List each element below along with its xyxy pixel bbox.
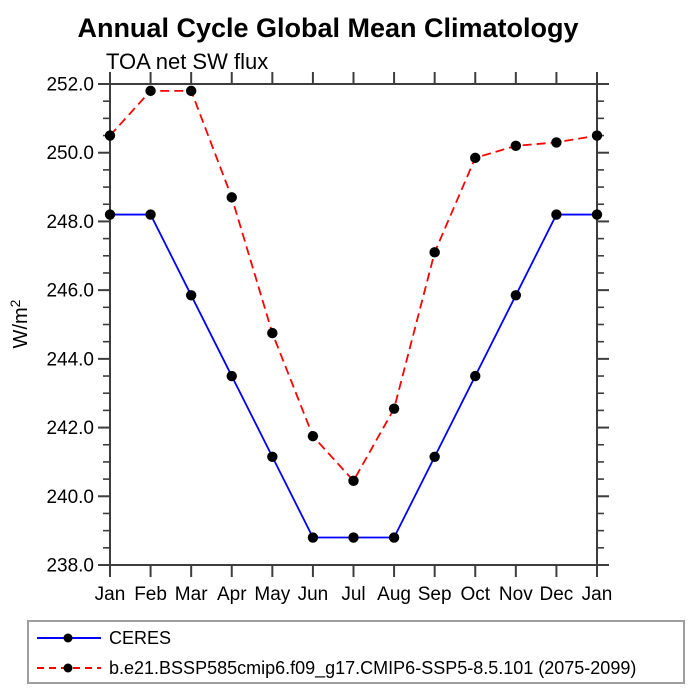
x-axis-tick-label: Jan [95, 584, 126, 605]
x-axis-tick-label: Sep [418, 584, 452, 605]
model-data-point [348, 475, 359, 487]
model-data-point [267, 327, 278, 339]
ceres-data-point [388, 532, 400, 543]
y-axis-tick-label: 250.0 [46, 143, 94, 164]
model-data-point [551, 137, 562, 148]
x-axis-tick-label: Dec [540, 584, 574, 605]
ceres-data-point [185, 290, 197, 301]
model-data-point [429, 247, 440, 258]
x-axis-tick-label: Apr [217, 584, 247, 605]
y-axis-tick-label: 238.0 [46, 556, 94, 577]
x-axis-tick-label: Aug [377, 584, 411, 605]
model-data-point [470, 152, 481, 164]
ceres-data-point [551, 209, 562, 220]
x-axis-tick-label: Oct [460, 584, 490, 605]
x-axis-tick-label: Nov [499, 584, 533, 605]
legend: CERES b.e21.BSSP585cmip6.f09_g17.CMIP6-S… [27, 620, 685, 684]
chart-title: Annual Cycle Global Mean Climatology [77, 13, 579, 43]
plot-area: Jan Feb Mar Apr May Jun Jul Aug Sep Oct Nov Dec Jan2… [7, 72, 613, 605]
x-axis-tick-label: Jun [298, 584, 329, 605]
y-axis-tick-label: 242.0 [46, 418, 94, 439]
x-axis-tick-label: Jul [341, 584, 365, 605]
y-axis-tick-label: 246.0 [46, 281, 94, 302]
model-data-point [307, 430, 319, 442]
model-data-point [226, 192, 237, 203]
y-axis-title: W/m2 [7, 299, 32, 348]
model-data-point [591, 130, 603, 141]
ceres-data-point [226, 370, 237, 382]
ceres-data-point [470, 370, 481, 382]
model-data-point [145, 85, 156, 97]
x-axis-tick-label: Jan [582, 584, 613, 605]
legend-label-ceres: CERES [109, 627, 172, 648]
model-line-marker [37, 663, 101, 673]
y-axis-tick-label: 244.0 [46, 349, 94, 370]
y-axis-tick-label: 252.0 [46, 75, 94, 96]
ceres-data-point [267, 451, 278, 462]
ceres-data-point [591, 209, 603, 220]
model-data-point [185, 85, 197, 97]
ceres-data-point [104, 209, 116, 220]
y-axis-tick-label: 248.0 [46, 212, 94, 233]
ceres-data-point [307, 532, 319, 543]
model-line [109, 89, 598, 483]
y-axis-tick-label: 240.0 [46, 487, 94, 508]
legend-label-model: b.e21.BSSP585cmip6.f09_g17.CMIP6-SSP5-8.… [109, 657, 637, 678]
ceres-line-marker [37, 633, 101, 643]
ceres-data-point [510, 290, 522, 301]
model-data-point [510, 140, 522, 152]
chart-subtitle: TOA net SW flux [106, 49, 269, 74]
x-axis-tick-label: May [254, 584, 290, 605]
x-axis-tick-label: Mar [175, 584, 208, 605]
model-data-point [388, 403, 400, 414]
ceres-line [110, 213, 597, 539]
legend-item-ceres: CERES [29, 624, 683, 652]
ceres-data-point [145, 209, 156, 220]
model-data-point [104, 130, 116, 141]
ceres-data-point [429, 451, 440, 462]
legend-item-model: b.e21.BSSP585cmip6.f09_g17.CMIP6-SSP5-8.… [29, 654, 683, 682]
ceres-data-point [348, 532, 359, 543]
x-axis-tick-label: Feb [134, 584, 167, 605]
plot-frame [109, 83, 598, 566]
